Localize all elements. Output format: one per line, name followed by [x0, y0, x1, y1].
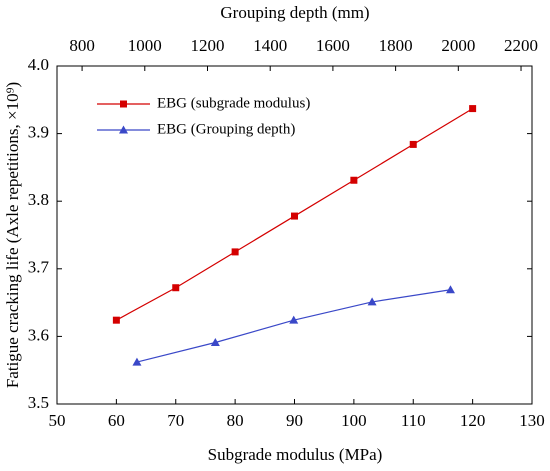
legend-marker — [119, 125, 128, 134]
x-tick-label: 90 — [286, 411, 303, 430]
x-tick-label: 60 — [108, 411, 125, 430]
x-tick-label: 50 — [49, 411, 66, 430]
x2-tick-label: 1600 — [316, 36, 350, 55]
point — [289, 315, 299, 324]
legend-marker — [120, 100, 127, 108]
point — [112, 316, 120, 324]
x2-tick-label: 800 — [69, 36, 95, 55]
y-tick-label: 3.9 — [28, 123, 49, 142]
plot-frame — [56, 65, 533, 405]
x2-tick-label: 1000 — [128, 36, 162, 55]
x-axis-title: Subgrade modulus (MPa) — [208, 445, 383, 464]
legend-label: EBG (subgrade modulus) — [157, 95, 310, 111]
x-tick-label: 110 — [401, 411, 426, 430]
y-tick-label: 4.0 — [28, 55, 49, 74]
series-line — [136, 289, 451, 363]
x2-tick-label: 1800 — [379, 36, 413, 55]
point — [469, 105, 477, 113]
point — [231, 248, 239, 256]
x2-tick-label: 1400 — [253, 36, 287, 55]
x2-tick-label: 2000 — [441, 36, 475, 55]
y-tick-label: 3.5 — [28, 393, 49, 412]
x-tick-label: 70 — [167, 411, 184, 430]
point — [409, 140, 417, 148]
x-tick-label: 130 — [519, 411, 545, 430]
x2-axis-title: Grouping depth (mm) — [220, 3, 369, 22]
point — [172, 284, 180, 292]
point — [367, 297, 377, 306]
y-tick-label: 3.6 — [28, 325, 49, 344]
x-tick-label: 100 — [341, 411, 367, 430]
x-tick-label: 80 — [227, 411, 244, 430]
point — [132, 357, 142, 366]
x2-tick-label: 2200 — [504, 36, 538, 55]
y-axis-title: Fatigue cracking life (Axle repetitions,… — [3, 82, 22, 388]
point — [445, 285, 455, 294]
y-tick-label: 3.7 — [28, 258, 50, 277]
x2-tick-label: 1200 — [190, 36, 224, 55]
point — [210, 337, 220, 346]
y-tick-label: 3.8 — [28, 190, 49, 209]
x-tick-label: 120 — [460, 411, 486, 430]
point — [291, 212, 298, 220]
legend-label: EBG (Grouping depth) — [157, 121, 295, 137]
point — [350, 176, 358, 184]
